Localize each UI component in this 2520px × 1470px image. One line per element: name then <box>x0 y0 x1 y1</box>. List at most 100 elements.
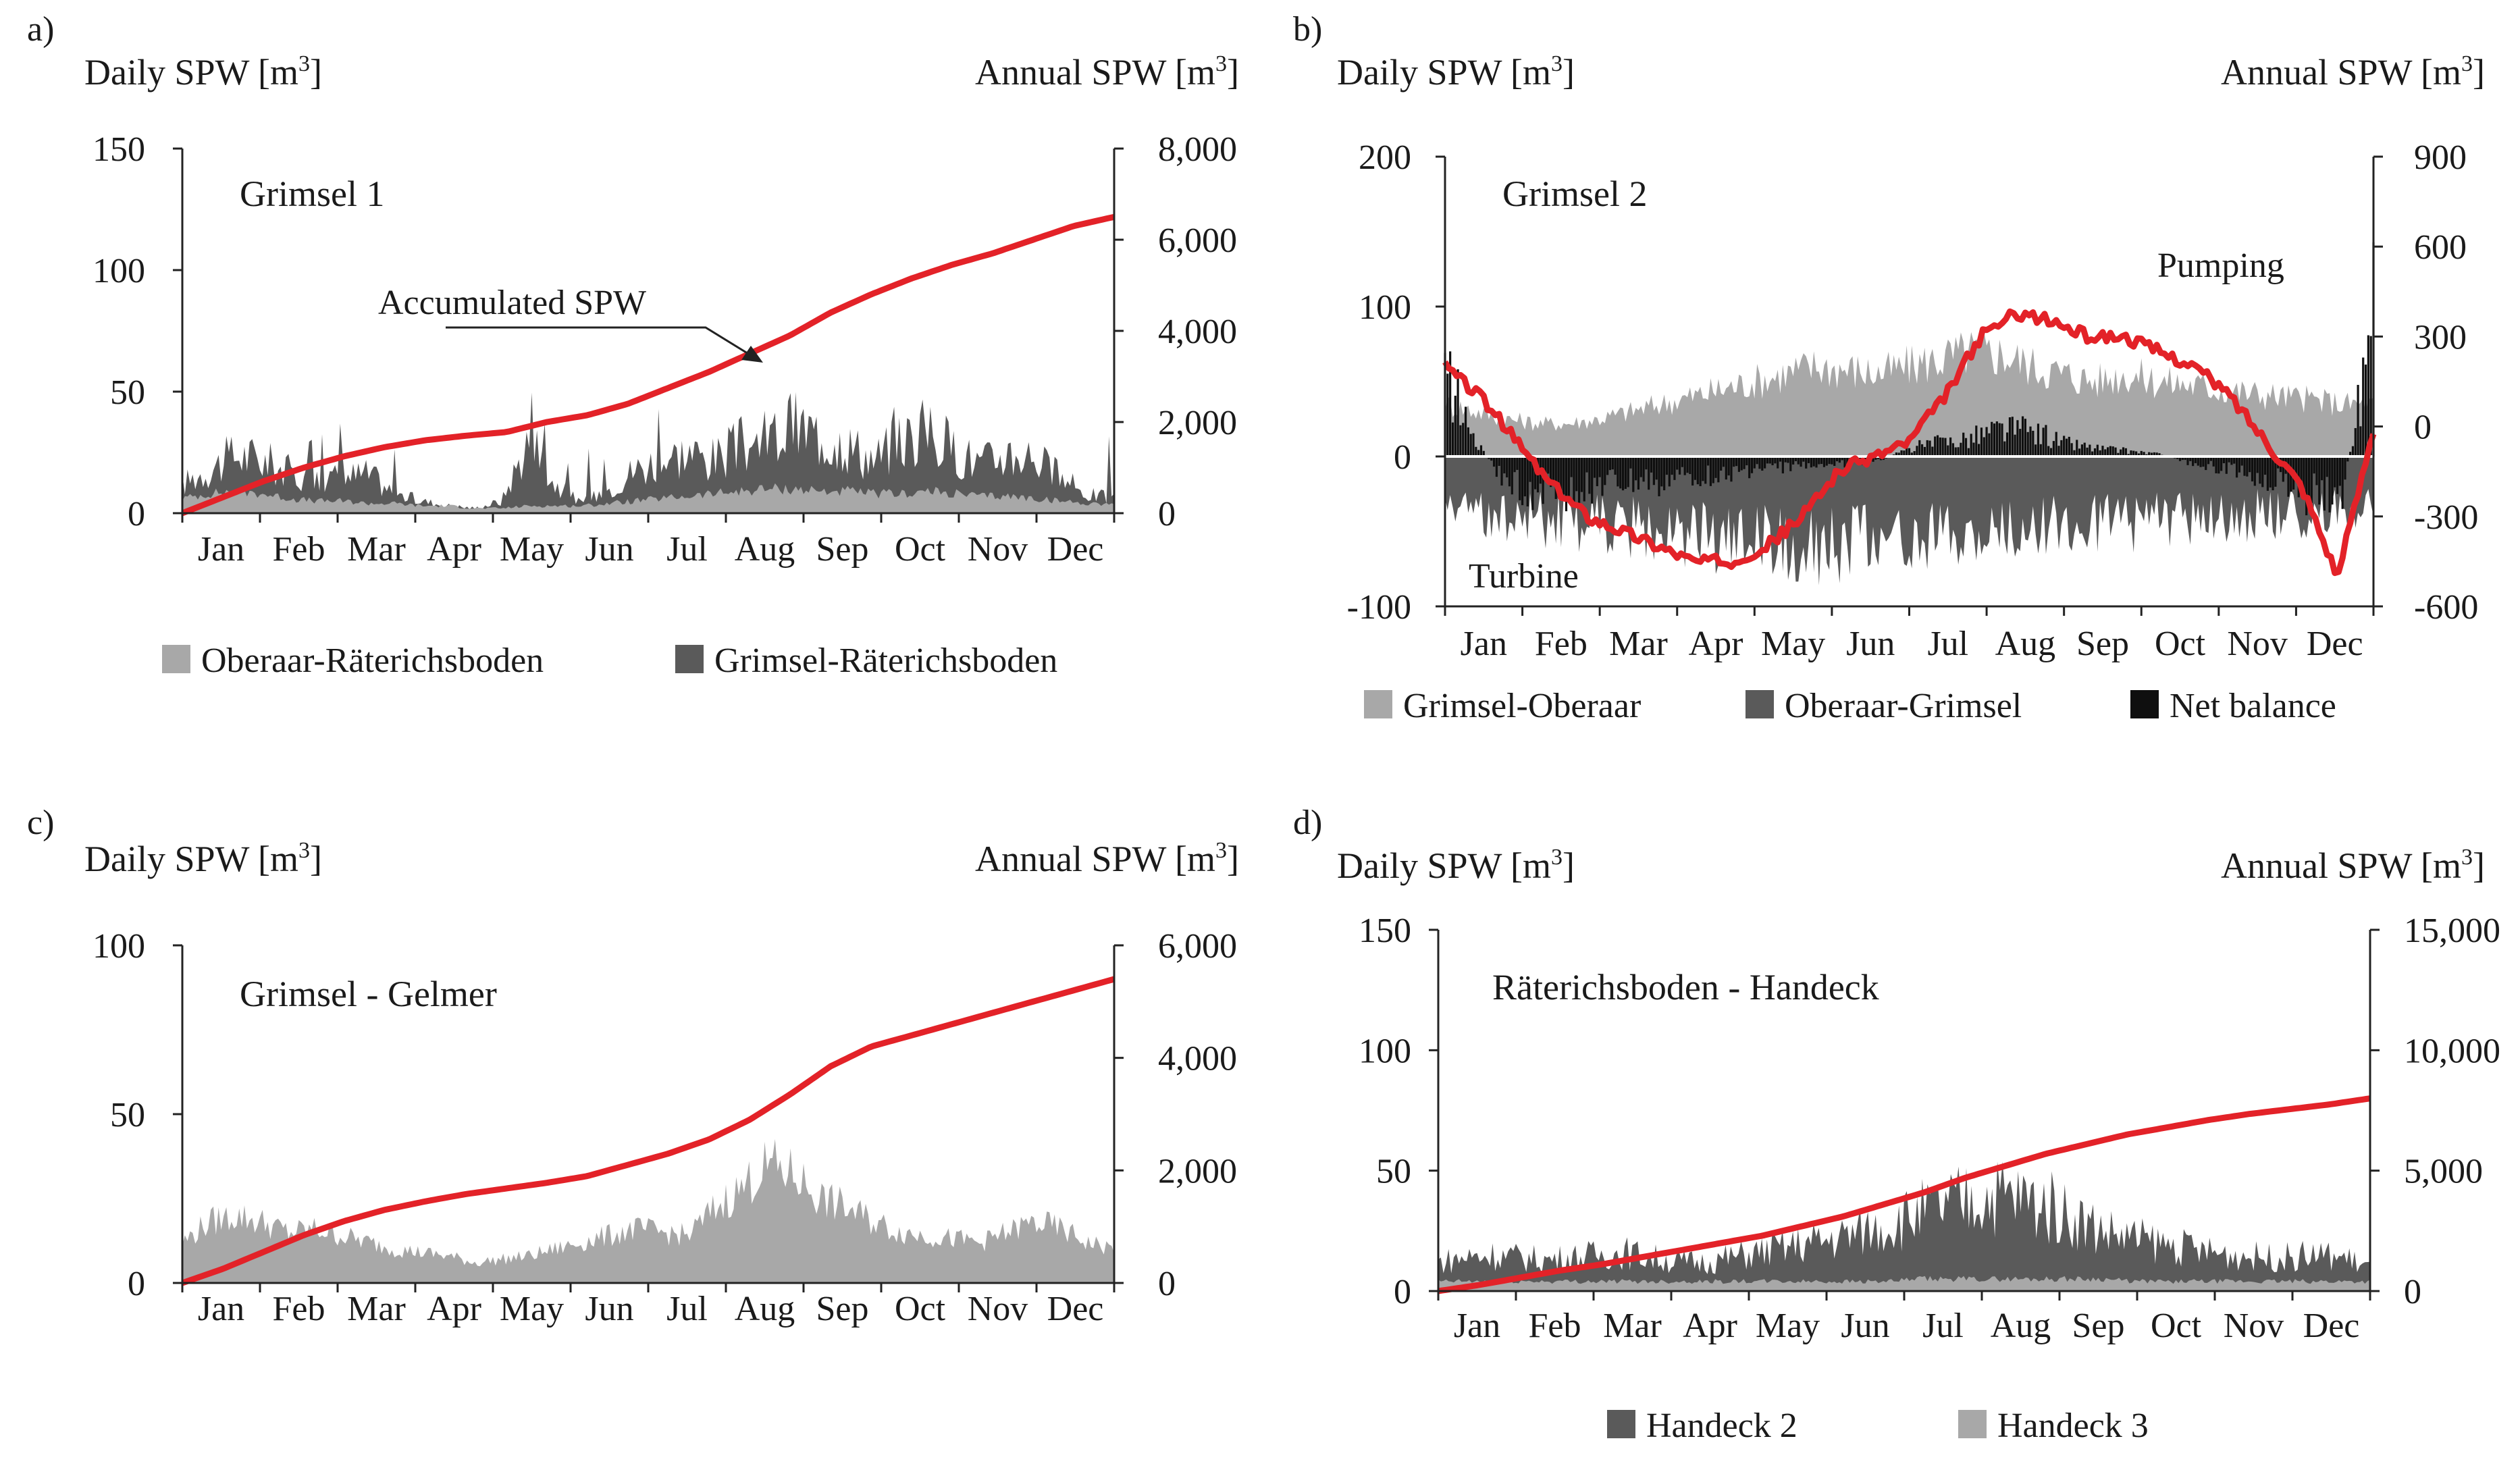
left-tick-label: 0 <box>128 495 145 533</box>
left-tick-label: 100 <box>1359 288 1411 327</box>
accumulated-spw-line <box>181 976 1115 1286</box>
month-label: Nov <box>2227 625 2288 663</box>
month-label: May <box>500 530 564 569</box>
month-label: Oct <box>2155 625 2206 663</box>
month-label: May <box>1756 1307 1820 1345</box>
month-label: Feb <box>273 1290 325 1328</box>
left-tick-label: 0 <box>1394 1273 1411 1311</box>
area-series-grimsel-gelmer <box>182 1139 1114 1283</box>
month-label: May <box>1761 625 1825 663</box>
month-label: Mar <box>1603 1307 1662 1345</box>
left-tick-label: 0 <box>128 1265 145 1303</box>
month-label: Jan <box>198 530 244 569</box>
panel-c: c) Daily SPW [m3] Annual SPW [m3] Grimsel -… <box>27 804 1239 1328</box>
panel-title: Grimsel 2 <box>1502 174 1647 214</box>
month-label: Oct <box>2151 1307 2202 1345</box>
month-label: Jan <box>1461 625 1507 663</box>
month-label: Aug <box>735 1290 795 1328</box>
month-label: Dec <box>1047 530 1104 569</box>
right-axis-unit-label: Annual SPW [m3] <box>2221 51 2485 93</box>
panel-d: d) Daily SPW [m3] Annual SPW [m3] Räterichs… <box>1293 804 2500 1445</box>
right-tick-label: 2,000 <box>1158 1152 1237 1190</box>
legend-label: Grimsel-Räterichsboden <box>714 641 1057 680</box>
left-tick-label: 100 <box>93 927 145 966</box>
month-label: May <box>500 1290 564 1328</box>
right-tick-label: 15,000 <box>2404 912 2500 950</box>
panel-title: Grimsel 1 <box>240 174 384 214</box>
panel-b: b) Daily SPW [m3] Annual SPW [m3] Grimsel 2… <box>1293 10 2485 725</box>
right-axis-unit-label: Annual SPW [m3] <box>975 838 1239 879</box>
accumulated-spw-line <box>1442 308 2377 577</box>
month-label: Sep <box>2072 1307 2125 1345</box>
month-label: Apr <box>427 530 481 569</box>
month-label: Oct <box>895 1290 946 1328</box>
right-tick-label: -300 <box>2414 498 2478 537</box>
panel-label: a) <box>27 10 54 49</box>
annotation-leader-line <box>446 326 750 356</box>
month-label: Jul <box>1927 625 1968 663</box>
panel-label: c) <box>27 804 54 842</box>
pumping-annotation: Pumping <box>2157 246 2284 285</box>
month-label: Mar <box>1609 625 1668 663</box>
right-tick-label: 6,000 <box>1158 221 1237 260</box>
month-label: Jun <box>585 1290 633 1328</box>
month-label: Jan <box>198 1290 244 1328</box>
legend-swatch <box>162 645 190 673</box>
month-label: Feb <box>1535 625 1587 663</box>
month-label: Aug <box>1991 1307 2051 1345</box>
right-tick-label: -600 <box>2414 588 2478 627</box>
left-axis-unit-label: Daily SPW [m3] <box>1337 51 1575 93</box>
right-tick-label: 0 <box>1158 495 1176 533</box>
month-label: Jun <box>1841 1307 1889 1345</box>
month-label: Jul <box>666 1290 708 1328</box>
right-tick-label: 0 <box>1158 1265 1176 1303</box>
right-tick-label: 10,000 <box>2404 1032 2500 1070</box>
right-tick-label: 300 <box>2414 318 2467 357</box>
legend-label: Oberaar-Räterichsboden <box>201 641 544 680</box>
legend-swatch <box>2130 690 2159 718</box>
month-label: Jan <box>1454 1307 1500 1345</box>
month-label: Jul <box>1922 1307 1964 1345</box>
panel-title: Grimsel - Gelmer <box>240 974 497 1014</box>
right-tick-label: 2,000 <box>1158 404 1237 442</box>
left-tick-label: 150 <box>93 130 145 169</box>
area-series-handeck-2 <box>1438 1161 2370 1291</box>
area-series-grimsel-r-terichsboden <box>182 392 1114 513</box>
left-tick-label: 0 <box>1394 438 1411 477</box>
month-label: Feb <box>273 530 325 569</box>
legend-label: Oberaar-Grimsel <box>1785 687 2022 725</box>
month-label: Oct <box>895 530 946 569</box>
accumulated-spw-annotation: Accumulated SPW <box>378 284 646 322</box>
month-label: Jun <box>1846 625 1895 663</box>
right-tick-label: 5,000 <box>2404 1153 2483 1191</box>
right-axis-unit-label: Annual SPW [m3] <box>975 51 1239 93</box>
legend-label: Grimsel-Oberaar <box>1403 687 1641 725</box>
panel-a: a) Daily SPW [m3] Annual SPW [m3] Grimsel 1… <box>27 10 1239 680</box>
right-tick-label: 0 <box>2414 409 2432 447</box>
right-tick-label: 4,000 <box>1158 1040 1237 1078</box>
legend-swatch <box>675 645 704 673</box>
panel-title: Räterichsboden - Handeck <box>1492 967 1879 1007</box>
legend-label: Handeck 3 <box>1997 1407 2149 1445</box>
legend: Grimsel-Oberaar Oberaar-Grimsel Net balanc… <box>1364 687 2336 725</box>
left-axis-unit-label: Daily SPW [m3] <box>1337 845 1575 886</box>
right-tick-label: 4,000 <box>1158 313 1237 351</box>
area-series-oberaar-grimsel <box>1445 456 2373 585</box>
legend-label: Handeck 2 <box>1646 1407 1797 1445</box>
accumulated-spw-line <box>181 213 1115 517</box>
accumulated-spw-line <box>1438 1095 2371 1294</box>
month-label: Mar <box>347 1290 406 1328</box>
legend: Handeck 2 Handeck 3 <box>1607 1407 2149 1445</box>
area-series-grimsel-oberaar <box>1445 332 2373 456</box>
left-axis-unit-label: Daily SPW [m3] <box>84 838 322 879</box>
month-label: Aug <box>735 530 795 569</box>
panel-label: d) <box>1293 804 1322 842</box>
left-tick-label: 100 <box>1359 1032 1411 1070</box>
month-label: Jul <box>666 530 708 569</box>
month-label: Apr <box>427 1290 481 1328</box>
month-label: Nov <box>968 1290 1028 1328</box>
month-label: Dec <box>2303 1307 2360 1345</box>
month-label: Apr <box>1683 1307 1737 1345</box>
legend: Oberaar-Räterichsboden Grimsel-Räterichsb… <box>162 641 1057 680</box>
